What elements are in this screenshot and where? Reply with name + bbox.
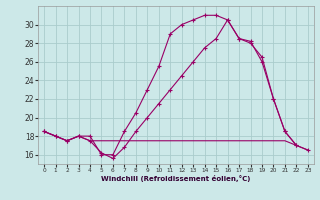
X-axis label: Windchill (Refroidissement éolien,°C): Windchill (Refroidissement éolien,°C)	[101, 175, 251, 182]
